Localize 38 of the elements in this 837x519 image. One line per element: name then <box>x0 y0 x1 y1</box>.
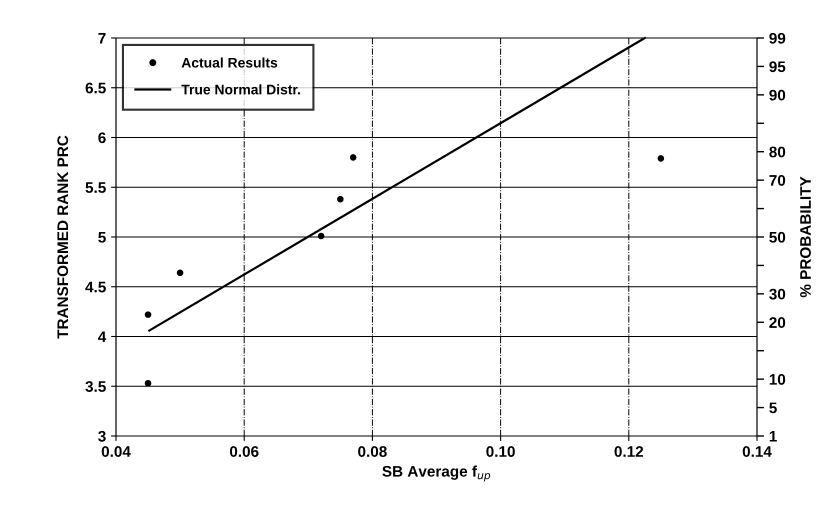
y-tick-label: 4 <box>98 332 106 342</box>
point <box>144 380 152 387</box>
y-axis-title: TRANSFORMED RANK PRC <box>57 136 68 339</box>
y-tick-label: 5.5 <box>86 182 106 193</box>
legend-label: Actual Results <box>182 57 278 68</box>
point <box>658 155 664 162</box>
category-label: 10 <box>770 374 786 385</box>
y-tick-label: 5 <box>98 232 106 243</box>
x-axis-title: SB Average f$_{up}$ <box>382 466 490 482</box>
y-tick-label: 6.5 <box>86 82 106 94</box>
point <box>337 196 344 202</box>
y-tick-label: 3 <box>98 430 106 442</box>
y-tick-label: 6 <box>98 132 106 144</box>
category-label: 95 <box>769 61 786 72</box>
category-label: 70 <box>769 175 786 186</box>
y-tick-label: 3.5 <box>85 381 106 392</box>
category-label: 99 <box>769 32 786 44</box>
category-label: 50 <box>769 232 786 243</box>
x-tick-label: 0.14 <box>742 446 772 457</box>
x-tick-label: 0.10 <box>486 446 515 457</box>
x-tick-label: 0.06 <box>230 446 259 457</box>
legend-label: True Normal Distr. <box>181 84 300 94</box>
category-label: 90 <box>769 90 786 101</box>
category-label: 1 <box>770 431 777 442</box>
y-tick-label: 4.5 <box>85 282 106 292</box>
y-tick-label: 7 <box>98 33 106 44</box>
x-tick-label: 0.04 <box>102 446 131 457</box>
point <box>144 311 152 318</box>
category-label: 20 <box>769 317 786 328</box>
x-tick-label: 0.08 <box>358 446 387 457</box>
x-tick-label: 0.12 <box>614 446 644 457</box>
point <box>350 154 356 161</box>
category-label: 80 <box>769 146 786 158</box>
y2-axis-title: % PROBABILITY <box>800 176 811 298</box>
point <box>176 270 184 276</box>
category-label: 5 <box>769 402 777 414</box>
category-label: 30 <box>769 288 786 300</box>
point <box>318 232 324 240</box>
